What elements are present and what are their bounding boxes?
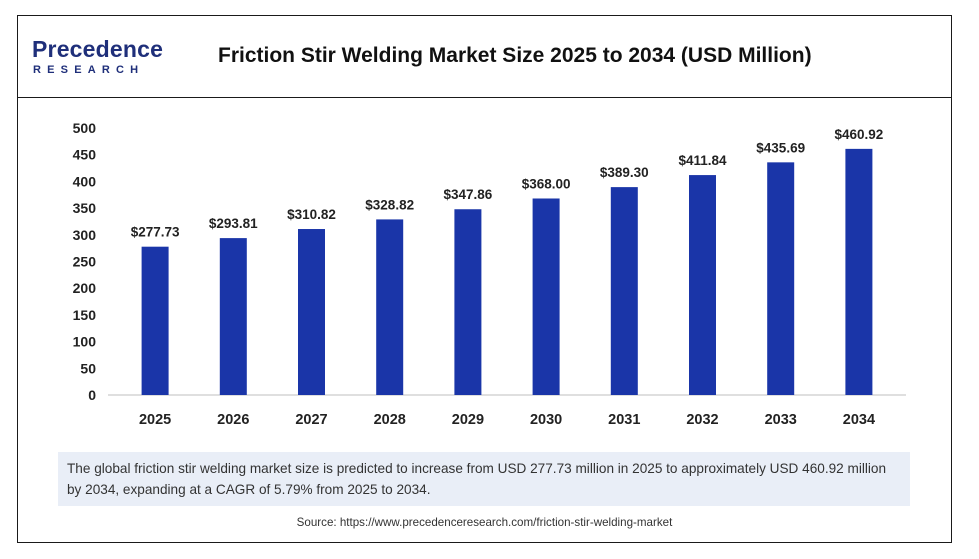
chart-title: Friction Stir Welding Market Size 2025 t… [218, 44, 812, 67]
header: Precedence RESEARCH Friction Stir Weldin… [18, 16, 951, 98]
y-tick-label: 200 [73, 280, 97, 296]
data-label: $310.82 [287, 207, 336, 222]
y-tick-label: 450 [73, 147, 97, 163]
bar-2032 [689, 175, 716, 395]
x-tick-label: 2025 [139, 412, 171, 428]
y-axis: 0 50 100 150 200 250 300 350 400 450 500 [73, 120, 97, 403]
x-tick-label: 2031 [608, 412, 640, 428]
x-tick-label: 2028 [374, 412, 406, 428]
y-tick-label: 300 [73, 227, 97, 243]
data-label: $293.81 [209, 216, 258, 231]
x-tick-label: 2027 [295, 412, 327, 428]
y-tick-label: 400 [73, 173, 97, 189]
source-citation: Source: https://www.precedenceresearch.c… [296, 516, 673, 529]
logo-subtitle: RESEARCH [33, 64, 145, 76]
data-label: $411.84 [678, 153, 727, 168]
y-tick-label: 150 [73, 307, 97, 323]
data-label: $328.82 [365, 197, 414, 212]
y-tick-label: 50 [80, 360, 96, 376]
bar-2027 [298, 229, 325, 395]
data-label: $389.30 [600, 165, 649, 180]
y-tick-label: 0 [88, 387, 96, 403]
data-label: $368.00 [522, 176, 571, 191]
bar-2033 [767, 162, 795, 395]
summary-note: The global friction stir welding market … [58, 452, 910, 506]
x-tick-label: 2032 [686, 412, 718, 428]
y-tick-label: 500 [73, 120, 97, 136]
logo-wordmark: Precedence [32, 36, 164, 62]
y-tick-label: 350 [73, 200, 97, 216]
x-tick-label: 2034 [843, 412, 875, 428]
data-label: $347.86 [443, 187, 492, 202]
x-tick-label: 2029 [452, 412, 484, 428]
bar-2031 [610, 187, 638, 395]
x-axis: 2025 2026 2027 2028 2029 2030 2031 2032 2033 2034 [139, 412, 875, 428]
data-label: $460.92 [834, 127, 883, 142]
data-label: $277.73 [131, 225, 180, 240]
bar-2029 [454, 209, 482, 395]
infographic-frame: Precedence RESEARCH Friction Stir Weldin… [17, 15, 952, 543]
y-tick-label: 250 [73, 254, 97, 270]
x-tick-label: 2030 [530, 412, 562, 428]
bar-2034 [845, 148, 873, 395]
x-tick-label: 2026 [217, 412, 249, 428]
bar-2030 [532, 198, 560, 395]
bar-2028 [376, 219, 404, 395]
data-labels-group: $277.73 $293.81 $310.82 $328.82 $347.86 $368.… [131, 127, 884, 240]
bar-2025 [141, 246, 169, 395]
bars-group [141, 148, 873, 395]
brand-logo: Precedence RESEARCH [32, 36, 172, 80]
y-tick-label: 100 [73, 334, 97, 350]
bar-2026 [219, 238, 247, 395]
x-tick-label: 2033 [765, 412, 797, 428]
data-label: $435.69 [756, 140, 805, 155]
